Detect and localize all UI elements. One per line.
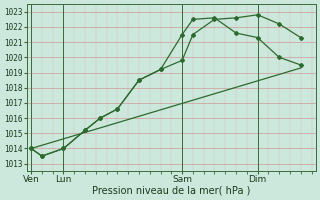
X-axis label: Pression niveau de la mer( hPa ): Pression niveau de la mer( hPa ) bbox=[92, 186, 251, 196]
